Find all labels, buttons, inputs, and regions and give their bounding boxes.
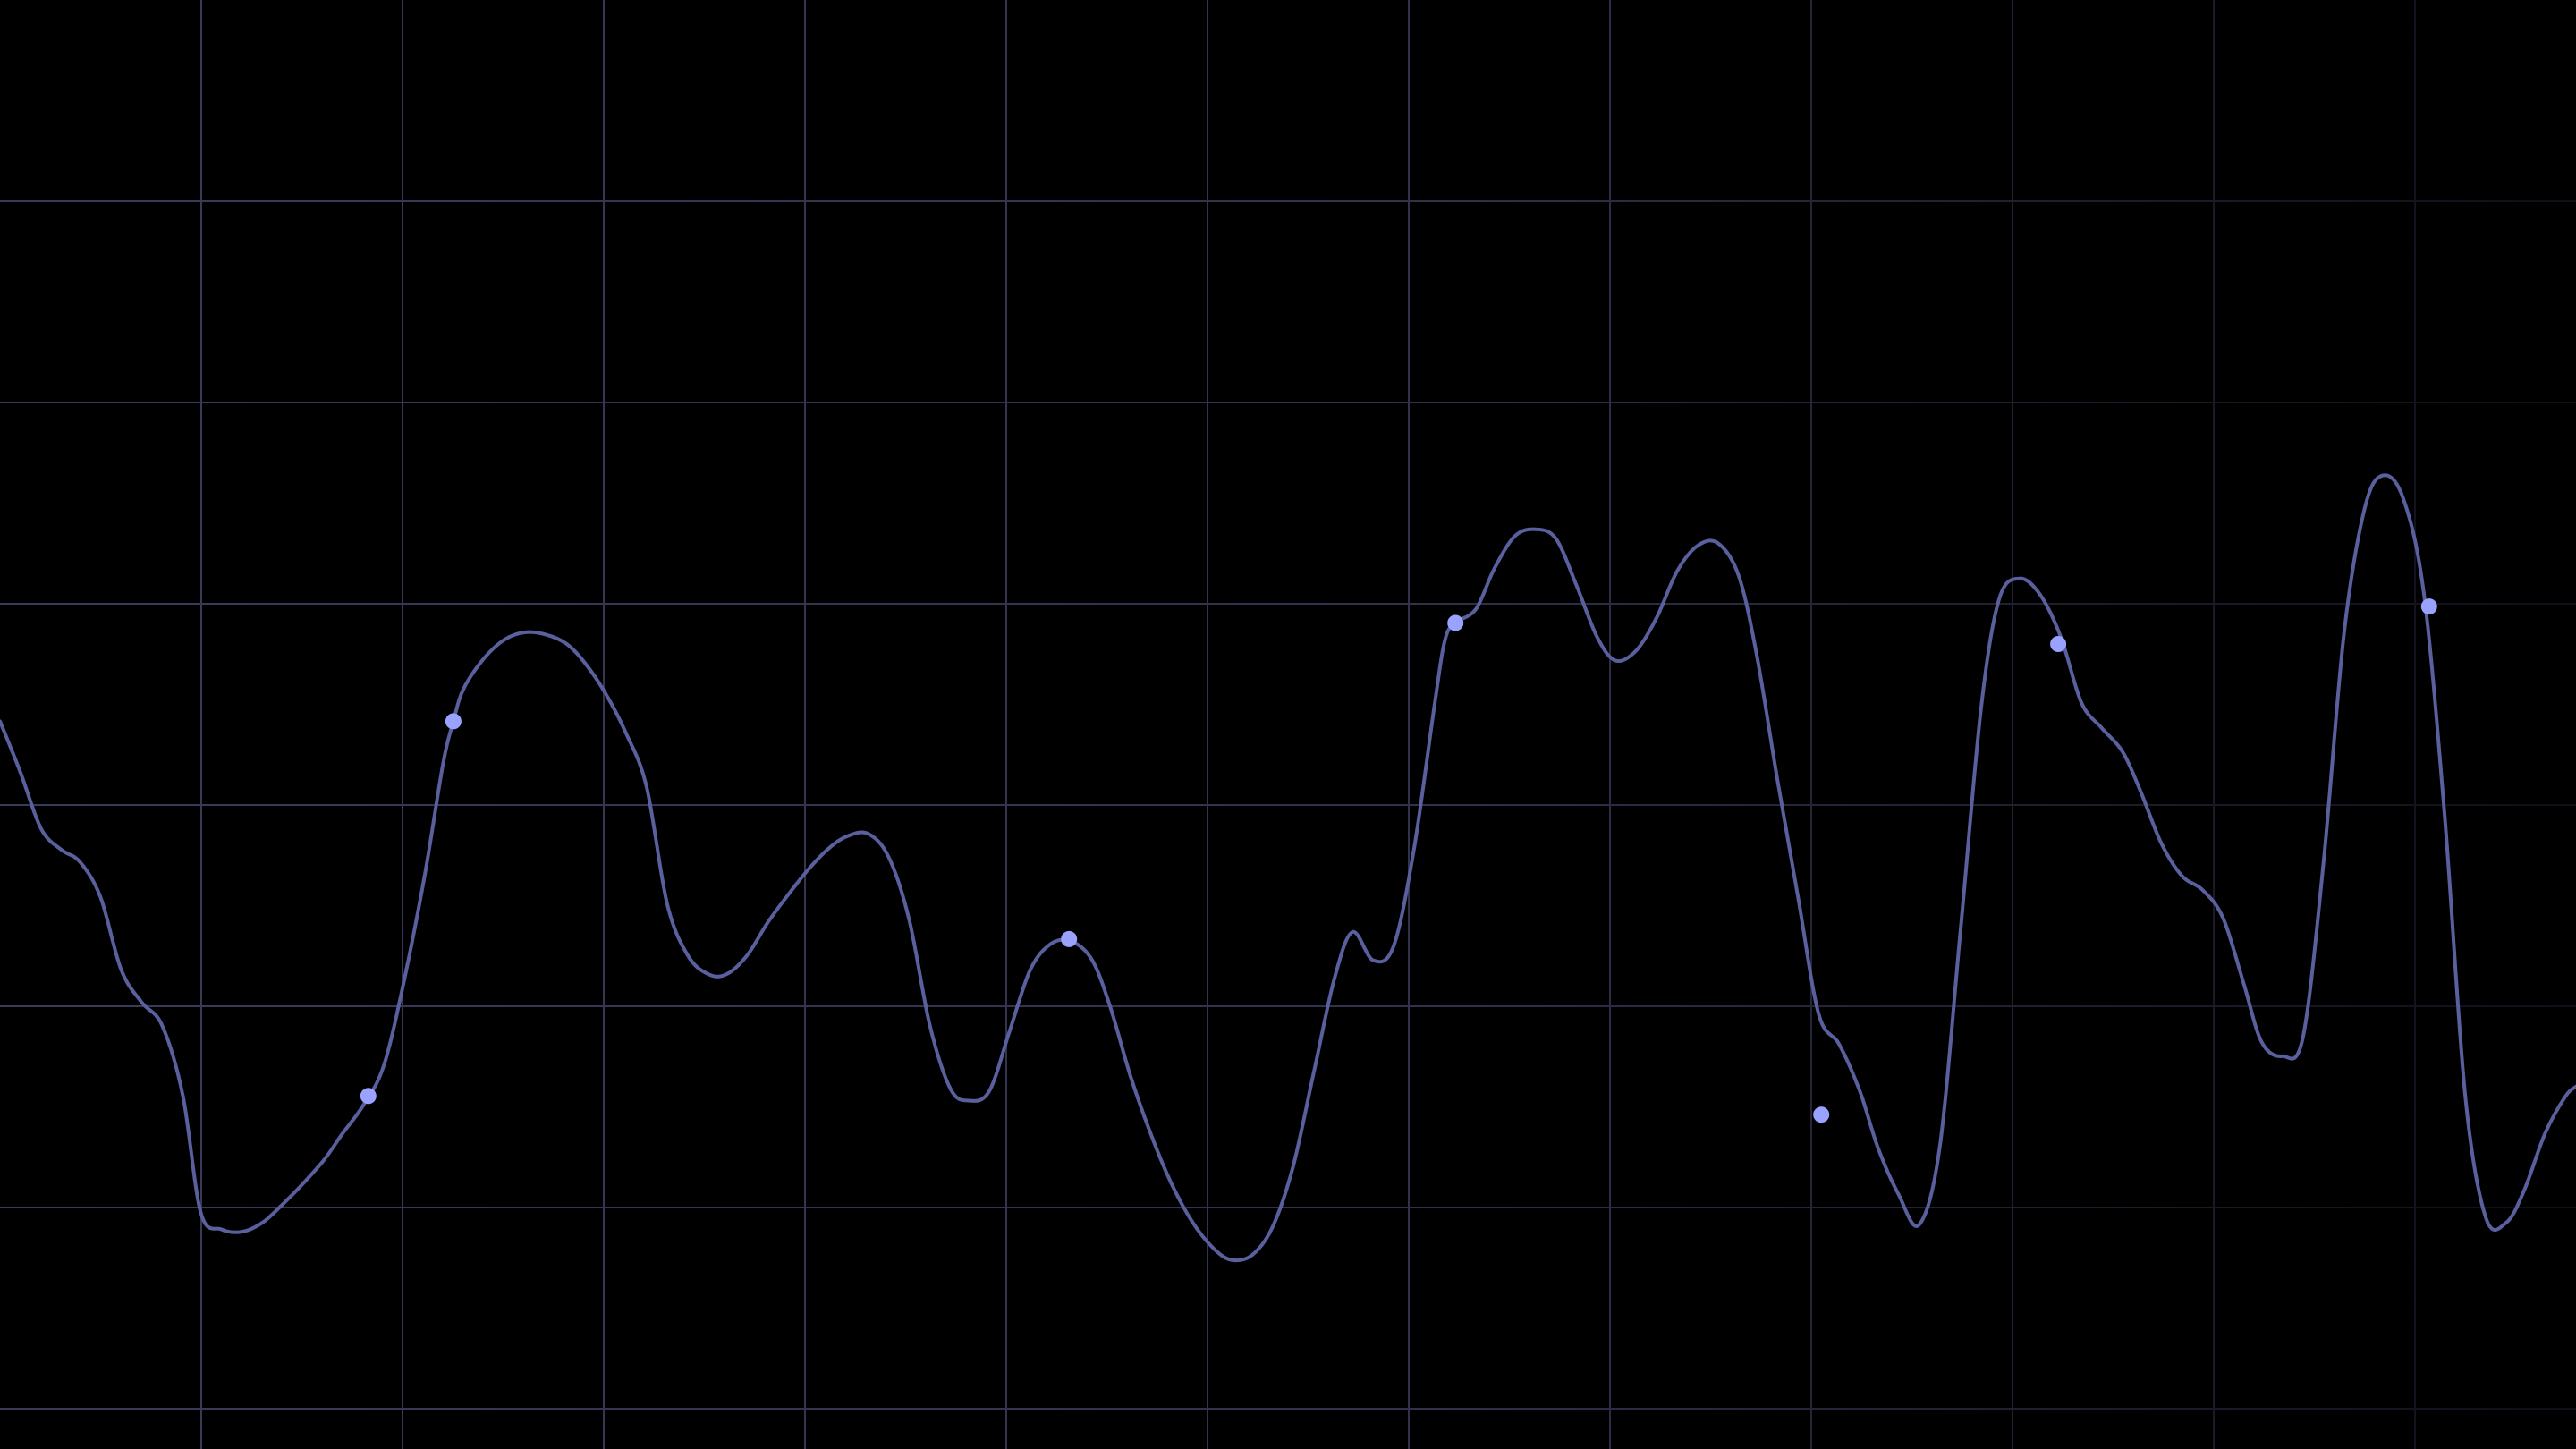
series-line <box>0 473 2576 1263</box>
data-point-marker[interactable] <box>1813 1106 1830 1123</box>
data-point-marker[interactable] <box>2050 636 2067 652</box>
data-point-marker[interactable] <box>2420 598 2437 615</box>
series-layer <box>0 473 2576 1263</box>
data-point-marker[interactable] <box>445 713 462 730</box>
marker-layer <box>360 598 2437 1123</box>
data-point-marker[interactable] <box>360 1088 377 1105</box>
data-point-marker[interactable] <box>1447 614 1464 631</box>
data-point-marker[interactable] <box>1061 930 1078 947</box>
